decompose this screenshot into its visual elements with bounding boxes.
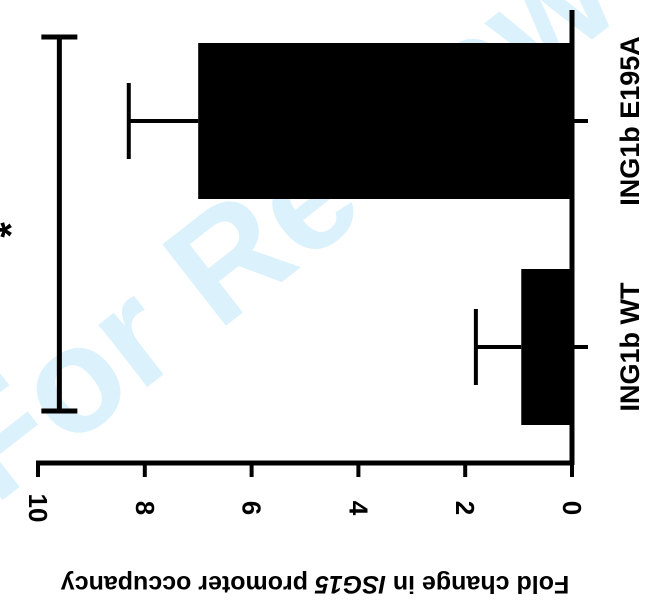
significance-label: * bbox=[0, 222, 33, 238]
axis-title-part-2: ISG15 bbox=[314, 570, 386, 598]
axis-title-part-3: promoter occupancy bbox=[61, 570, 315, 598]
y-axis-title: Fold change in ISG15 promoter occupancy bbox=[61, 570, 570, 598]
axis-title-part-1: Fold change in bbox=[386, 570, 569, 598]
value-tick-label: 2 bbox=[450, 501, 480, 515]
category-label: ING1b WT bbox=[615, 282, 645, 411]
bar bbox=[198, 43, 572, 199]
bar bbox=[521, 269, 572, 425]
value-tick-label: 6 bbox=[237, 501, 267, 515]
value-tick-label: 0 bbox=[557, 501, 587, 515]
svg-text:Fold change in ISG15 promoter: Fold change in ISG15 promoter occupancy bbox=[61, 570, 570, 598]
value-tick-label: 8 bbox=[130, 501, 160, 515]
category-label: ING1b E195A bbox=[615, 36, 645, 206]
plot-area: 0 2 4 6 8 10 ING1b WT ING1b E195A * bbox=[0, 10, 645, 522]
value-tick-label: 4 bbox=[343, 501, 373, 516]
value-tick-label: 10 bbox=[23, 494, 53, 523]
